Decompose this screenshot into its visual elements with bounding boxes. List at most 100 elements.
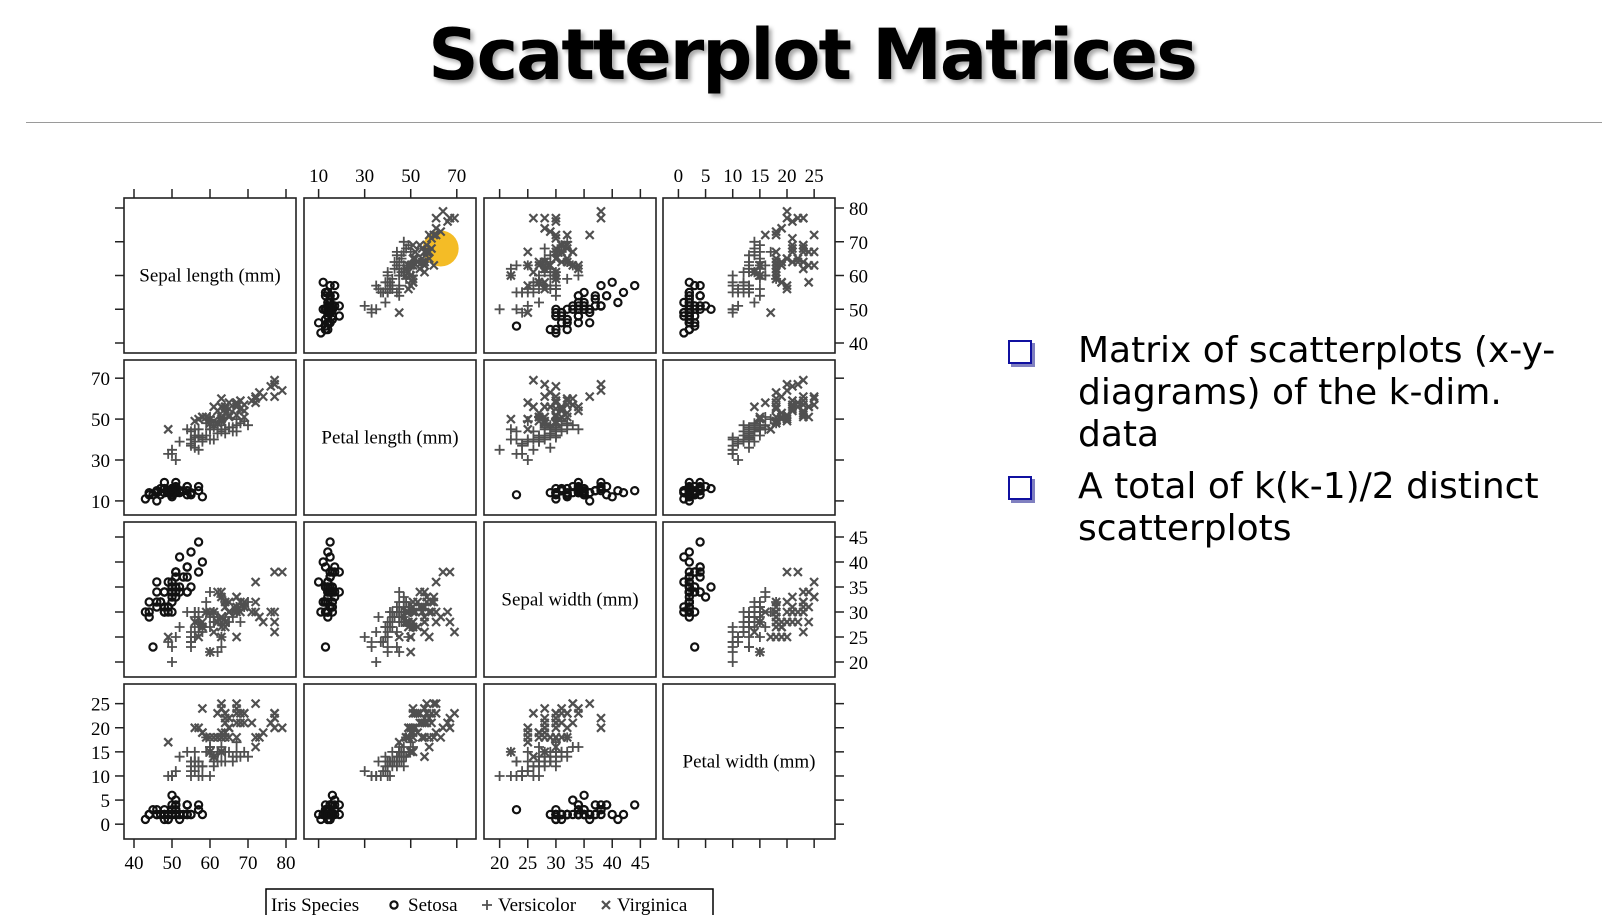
virginica-point	[250, 742, 261, 752]
versicolor-point	[528, 761, 539, 772]
setosa-point	[323, 318, 333, 328]
virginica-point	[771, 393, 781, 404]
virginica-point	[408, 277, 418, 288]
virginica-point	[442, 607, 453, 617]
virginica-point	[760, 397, 771, 408]
versicolor-point	[517, 440, 528, 451]
virginica-point	[556, 257, 567, 267]
virginica-point	[216, 393, 227, 404]
setosa-point	[323, 304, 333, 314]
setosa-point	[167, 592, 177, 602]
setosa-point	[551, 814, 561, 825]
versicolor-point	[573, 424, 584, 435]
virginica-point	[755, 412, 765, 422]
virginica-point	[415, 240, 425, 250]
virginica-point	[551, 270, 561, 281]
versicolor-point	[511, 426, 522, 437]
setosa-point	[545, 809, 556, 820]
versicolor-point	[385, 280, 395, 291]
variable-label: Sepal width (mm)	[501, 590, 638, 611]
virginica-point	[771, 274, 781, 284]
virginica-point	[190, 723, 200, 733]
virginica-point	[231, 400, 242, 410]
versicolor-point	[522, 746, 533, 757]
tick-label: 40	[849, 334, 868, 355]
versicolor-point	[382, 647, 393, 657]
bullet-square-icon	[1008, 476, 1032, 500]
virginica-point	[401, 617, 411, 627]
versicolor-point	[511, 771, 522, 781]
virginica-point	[760, 230, 771, 240]
setosa-point	[684, 577, 695, 587]
virginica-point	[798, 243, 809, 254]
virginica-point	[596, 385, 606, 396]
setosa-point	[551, 488, 561, 498]
versicolor-point	[396, 751, 407, 762]
virginica-point	[573, 406, 584, 416]
versicolor-point	[174, 622, 185, 632]
virginica-point	[239, 718, 249, 728]
versicolor-point	[193, 432, 204, 443]
setosa-point	[568, 795, 578, 805]
virginica-point	[224, 723, 234, 733]
setosa-point	[596, 301, 606, 311]
tick-label: 0	[101, 815, 111, 836]
setosa-point	[327, 304, 338, 314]
virginica-point	[419, 617, 430, 627]
virginica-point	[793, 617, 803, 627]
versicolor-point	[371, 280, 382, 291]
virginica-point	[798, 406, 809, 416]
versicolor-point	[760, 622, 771, 632]
tick-label: 20	[849, 653, 868, 674]
virginica-point	[584, 698, 595, 709]
tick-label: 80	[849, 199, 868, 220]
virginica-point	[415, 587, 425, 597]
virginica-point	[551, 723, 561, 733]
setosa-point	[320, 642, 331, 652]
tick-label: 70	[239, 853, 258, 874]
versicolor-point	[727, 657, 738, 667]
setosa-point	[684, 294, 695, 304]
virginica-point	[449, 627, 460, 637]
versicolor-point	[391, 642, 402, 652]
virginica-point	[209, 751, 219, 762]
diagonal-panel	[123, 197, 297, 354]
versicolor-point	[193, 444, 204, 455]
versicolor-point	[494, 304, 505, 315]
versicolor-point	[511, 260, 522, 271]
virginica-point	[424, 230, 434, 240]
virginica-point	[771, 257, 781, 267]
virginica-point	[394, 632, 404, 642]
virginica-point	[539, 713, 550, 723]
virginica-point	[201, 412, 211, 422]
legend: Iris Species Setosa Versicolor Virginica	[265, 888, 714, 915]
setosa-point	[690, 582, 700, 592]
versicolor-point	[398, 246, 409, 257]
versicolor-point	[522, 300, 533, 311]
setosa-point	[186, 490, 196, 500]
setosa-point	[690, 280, 700, 291]
setosa-point	[630, 800, 640, 810]
setosa-point	[684, 547, 695, 557]
virginica-point	[803, 617, 814, 627]
virginica-point	[415, 708, 425, 719]
tick-label: 60	[849, 267, 868, 288]
virginica-point	[568, 247, 578, 257]
virginica-point	[506, 414, 516, 424]
virginica-point	[798, 627, 809, 637]
diagonal-panel	[662, 683, 836, 840]
virginica-point	[163, 632, 173, 642]
setosa-point	[679, 577, 689, 587]
virginica-point	[551, 732, 561, 743]
setosa-point	[140, 607, 151, 617]
setosa-point	[684, 592, 695, 602]
virginica-point	[776, 632, 787, 642]
versicolor-point	[754, 246, 765, 257]
setosa-point	[695, 477, 705, 488]
versicolor-point	[366, 771, 377, 781]
virginica-point	[250, 607, 261, 617]
virginica-point	[419, 627, 430, 637]
virginica-point	[429, 732, 439, 743]
setosa-point	[167, 597, 177, 607]
setosa-point	[579, 790, 589, 801]
